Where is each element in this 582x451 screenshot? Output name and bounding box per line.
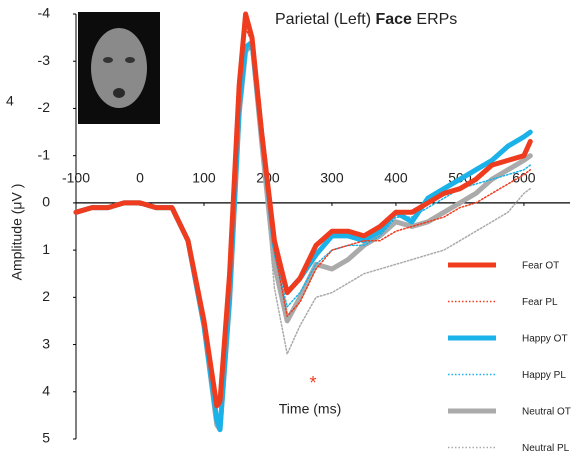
y-tick-label: -1 xyxy=(38,146,51,162)
stray-label: 4 xyxy=(6,93,14,109)
y-tick-label: 1 xyxy=(42,241,50,257)
legend-label: Neutral OT xyxy=(522,407,571,418)
y-tick-label: 2 xyxy=(42,288,50,304)
x-axis-label: Time (ms) xyxy=(279,401,341,417)
y-axis-label: Amplitude (μV ) xyxy=(9,184,25,281)
x-tick-label: 0 xyxy=(136,170,144,186)
legend-label: Happy OT xyxy=(522,334,568,345)
x-tick-label: 300 xyxy=(320,170,344,186)
x-tick-label: 600 xyxy=(512,170,536,186)
legend-label: Neutral PL xyxy=(522,443,570,451)
legend-label: Fear PL xyxy=(522,297,558,308)
significance-mark: * xyxy=(309,373,316,393)
y-tick-label: -3 xyxy=(38,52,51,68)
legend-label: Happy PL xyxy=(522,370,566,381)
y-tick-label: 0 xyxy=(42,194,50,210)
x-tick-label: -100 xyxy=(62,170,90,186)
x-tick-label: 100 xyxy=(192,170,216,186)
x-tick-label: 400 xyxy=(384,170,408,186)
legend-label: Fear OT xyxy=(522,261,559,272)
y-tick-label: -4 xyxy=(38,5,51,21)
y-tick-label: 4 xyxy=(42,382,50,398)
y-tick-label: 5 xyxy=(42,430,50,446)
y-tick-label: 3 xyxy=(42,335,50,351)
chart: 4 Parietal (Left) Face ERPs Time (ms) Am… xyxy=(0,0,582,451)
face-image xyxy=(78,12,160,124)
chart-title: Parietal (Left) Face ERPs xyxy=(275,11,457,28)
y-tick-label: -2 xyxy=(38,99,51,115)
